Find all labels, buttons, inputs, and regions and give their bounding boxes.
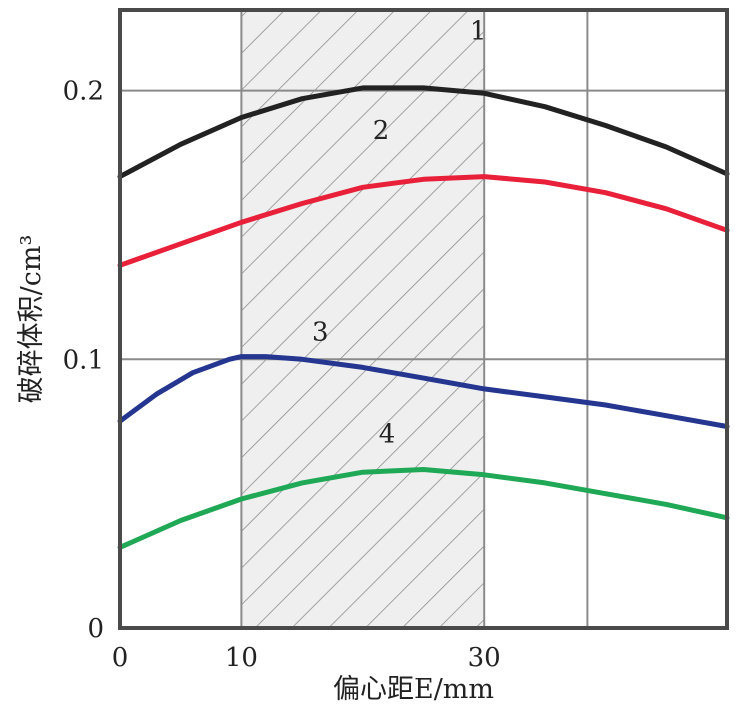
series-label-3: 3: [312, 317, 329, 347]
series-label-1: 1: [470, 17, 487, 47]
series-line-1: [117, 85, 730, 180]
series-line-4: [117, 467, 730, 550]
y-axis-title: 破碎体积/cm³: [16, 235, 47, 404]
y-tick-label: 0: [87, 614, 104, 644]
plot-frame: [118, 8, 729, 630]
shaded-region-hatch: [241, 10, 485, 628]
y-tick-label: 0.1: [63, 345, 104, 375]
series-label-layer: 1 2 3 4: [312, 17, 486, 450]
y-tick-label: 0.2: [63, 77, 104, 107]
x-tick-label: 0: [112, 643, 129, 673]
x-tick-label: 30: [468, 643, 501, 673]
grid-layer: [120, 10, 727, 628]
series-label-4: 4: [379, 420, 396, 450]
tick-label-layer: 0 10 30 0 0.1 0.2: [63, 77, 501, 673]
x-axis-title: 偏心距E/mm: [333, 674, 494, 705]
shaded-region-layer: [241, 10, 485, 628]
series-line-2: [117, 174, 730, 268]
series-layer: [117, 85, 730, 550]
series-label-2: 2: [373, 116, 390, 146]
x-tick-label: 10: [225, 643, 258, 673]
series-line-3: [117, 354, 730, 429]
